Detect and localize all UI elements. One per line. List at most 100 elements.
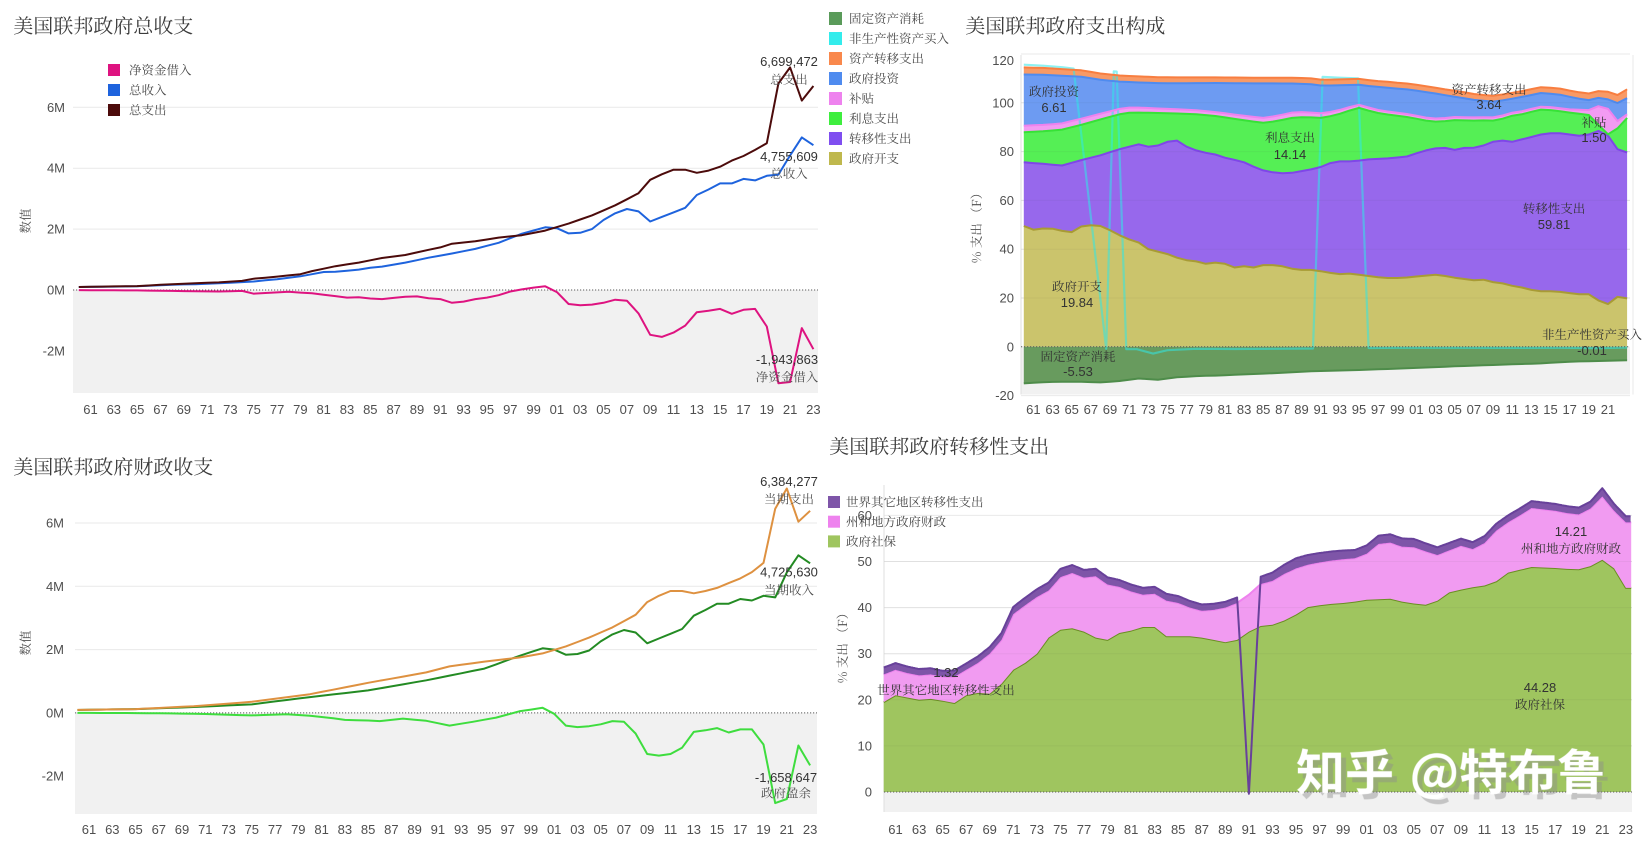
svg-text:97: 97 — [500, 822, 514, 837]
svg-text:20: 20 — [1000, 291, 1014, 306]
svg-text:60: 60 — [1000, 193, 1014, 208]
svg-text:81: 81 — [1124, 822, 1138, 837]
svg-text:17: 17 — [736, 402, 750, 417]
svg-text:67: 67 — [153, 402, 167, 417]
svg-text:05: 05 — [1407, 822, 1421, 837]
svg-text:05: 05 — [596, 402, 610, 417]
svg-text:91: 91 — [433, 402, 447, 417]
svg-text:4M: 4M — [46, 579, 64, 594]
svg-text:97: 97 — [1312, 822, 1326, 837]
svg-text:44.28: 44.28 — [1524, 680, 1557, 695]
svg-text:63: 63 — [912, 822, 926, 837]
svg-text:95: 95 — [477, 822, 491, 837]
svg-text:79: 79 — [1100, 822, 1114, 837]
svg-text:0M: 0M — [47, 283, 65, 298]
svg-text:93: 93 — [454, 822, 468, 837]
svg-text:14.21: 14.21 — [1555, 524, 1588, 539]
svg-text:4,725,630: 4,725,630 — [760, 565, 818, 580]
svg-text:85: 85 — [363, 402, 377, 417]
svg-text:73: 73 — [1141, 402, 1155, 417]
svg-text:99: 99 — [526, 402, 540, 417]
svg-text:0M: 0M — [46, 705, 64, 720]
svg-text:21: 21 — [780, 822, 794, 837]
svg-text:79: 79 — [291, 822, 305, 837]
svg-text:95: 95 — [480, 402, 494, 417]
svg-text:63: 63 — [107, 402, 121, 417]
svg-text:2M: 2M — [46, 642, 64, 657]
svg-text:95: 95 — [1289, 822, 1303, 837]
svg-text:59.81: 59.81 — [1538, 217, 1571, 232]
svg-text:21: 21 — [1601, 402, 1615, 417]
svg-text:83: 83 — [338, 822, 352, 837]
svg-text:10: 10 — [858, 738, 872, 753]
svg-text:23: 23 — [806, 402, 820, 417]
svg-text:67: 67 — [152, 822, 166, 837]
svg-text:6.61: 6.61 — [1041, 100, 1066, 115]
svg-text:13: 13 — [1501, 822, 1515, 837]
svg-text:05: 05 — [1447, 402, 1461, 417]
svg-text:80: 80 — [1000, 144, 1014, 159]
svg-text:75: 75 — [1053, 822, 1067, 837]
svg-text:6M: 6M — [47, 100, 65, 115]
svg-text:97: 97 — [503, 402, 517, 417]
svg-text:75: 75 — [246, 402, 260, 417]
svg-text:40: 40 — [1000, 242, 1014, 257]
svg-text:75: 75 — [245, 822, 259, 837]
svg-text:81: 81 — [314, 822, 328, 837]
svg-text:120: 120 — [992, 53, 1014, 68]
svg-text:99: 99 — [1336, 822, 1350, 837]
svg-text:83: 83 — [1237, 402, 1251, 417]
svg-text:15: 15 — [1543, 402, 1557, 417]
svg-text:03: 03 — [1383, 822, 1397, 837]
svg-text:07: 07 — [1467, 402, 1481, 417]
svg-text:1.32: 1.32 — [933, 665, 958, 680]
svg-text:3.64: 3.64 — [1476, 97, 1501, 112]
svg-text:1.50: 1.50 — [1581, 130, 1606, 145]
svg-text:87: 87 — [1195, 822, 1209, 837]
svg-text:61: 61 — [1026, 402, 1040, 417]
svg-text:91: 91 — [1242, 822, 1256, 837]
svg-text:60: 60 — [858, 508, 872, 523]
svg-text:01: 01 — [547, 822, 561, 837]
svg-text:83: 83 — [340, 402, 354, 417]
svg-text:69: 69 — [177, 402, 191, 417]
svg-text:23: 23 — [803, 822, 817, 837]
svg-text:21: 21 — [783, 402, 797, 417]
svg-text:07: 07 — [617, 822, 631, 837]
svg-text:6M: 6M — [46, 516, 64, 531]
svg-text:15: 15 — [713, 402, 727, 417]
svg-text:19: 19 — [760, 402, 774, 417]
svg-text:73: 73 — [221, 822, 235, 837]
svg-text:11: 11 — [664, 822, 678, 837]
svg-text:99: 99 — [524, 822, 538, 837]
svg-text:-1,943,863: -1,943,863 — [756, 352, 818, 367]
svg-text:17: 17 — [1562, 402, 1576, 417]
svg-text:09: 09 — [1454, 822, 1468, 837]
svg-text:-2M: -2M — [42, 769, 64, 784]
svg-text:15: 15 — [1524, 822, 1538, 837]
svg-text:11: 11 — [1478, 822, 1492, 837]
svg-text:77: 77 — [1077, 822, 1091, 837]
svg-text:-2M: -2M — [43, 343, 65, 358]
svg-text:71: 71 — [1122, 402, 1136, 417]
svg-text:87: 87 — [384, 822, 398, 837]
svg-text:-20: -20 — [995, 388, 1014, 403]
svg-text:13: 13 — [687, 822, 701, 837]
svg-text:65: 65 — [130, 402, 144, 417]
svg-text:97: 97 — [1371, 402, 1385, 417]
svg-text:19.84: 19.84 — [1061, 295, 1094, 310]
svg-text:77: 77 — [268, 822, 282, 837]
svg-text:91: 91 — [431, 822, 445, 837]
svg-text:14.14: 14.14 — [1274, 147, 1307, 162]
svg-text:77: 77 — [270, 402, 284, 417]
svg-text:-1,658,647: -1,658,647 — [755, 770, 817, 785]
svg-text:4M: 4M — [47, 161, 65, 176]
svg-text:71: 71 — [200, 402, 214, 417]
svg-text:85: 85 — [1171, 822, 1185, 837]
svg-text:61: 61 — [82, 822, 96, 837]
svg-text:91: 91 — [1313, 402, 1327, 417]
svg-text:63: 63 — [1045, 402, 1059, 417]
svg-text:85: 85 — [361, 822, 375, 837]
svg-text:20: 20 — [858, 692, 872, 707]
svg-text:13: 13 — [1524, 402, 1538, 417]
